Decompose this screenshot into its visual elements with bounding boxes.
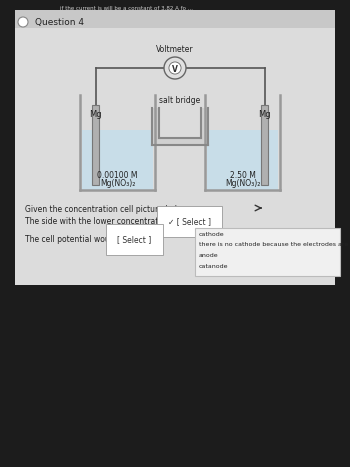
FancyBboxPatch shape <box>207 130 278 190</box>
Text: The side with the lower concentration is th: The side with the lower concentration is… <box>25 217 189 226</box>
Text: 0.00100 M: 0.00100 M <box>97 171 138 180</box>
FancyBboxPatch shape <box>15 10 335 285</box>
FancyBboxPatch shape <box>0 285 350 467</box>
Text: 2.50 M: 2.50 M <box>230 171 256 180</box>
FancyBboxPatch shape <box>152 108 159 145</box>
FancyBboxPatch shape <box>195 228 340 276</box>
Text: anode: anode <box>199 253 219 258</box>
Text: Voltmeter: Voltmeter <box>156 45 194 54</box>
FancyBboxPatch shape <box>15 10 335 28</box>
Text: Mg(NO₃)₂: Mg(NO₃)₂ <box>225 179 260 188</box>
Text: The cell potential would be: The cell potential would be <box>25 235 129 244</box>
Circle shape <box>169 62 181 74</box>
Text: [ Select ]: [ Select ] <box>117 235 151 244</box>
Text: there is no cathode because the electrodes are the same: there is no cathode because the electrod… <box>199 242 350 248</box>
FancyBboxPatch shape <box>201 108 208 145</box>
FancyBboxPatch shape <box>152 138 208 145</box>
Text: salt bridge: salt bridge <box>159 96 201 105</box>
Text: if the current is will be a constant of 3.82 A fo ...: if the current is will be a constant of … <box>60 6 193 11</box>
Text: Mg: Mg <box>258 110 271 119</box>
Circle shape <box>18 17 28 27</box>
Text: Mg: Mg <box>89 110 102 119</box>
Text: cathode: cathode <box>199 232 225 237</box>
FancyBboxPatch shape <box>82 130 153 190</box>
Text: Mg(NO₃)₂: Mg(NO₃)₂ <box>100 179 135 188</box>
Circle shape <box>164 57 186 79</box>
FancyBboxPatch shape <box>261 105 268 185</box>
Text: ✓ [ Select ]: ✓ [ Select ] <box>168 217 211 226</box>
Text: Given the concentration cell pictured above:: Given the concentration cell pictured ab… <box>25 205 196 214</box>
FancyBboxPatch shape <box>0 0 350 10</box>
Text: Question 4: Question 4 <box>35 17 84 27</box>
Text: catanode: catanode <box>199 263 229 269</box>
Text: V: V <box>172 64 178 73</box>
FancyBboxPatch shape <box>92 105 99 185</box>
